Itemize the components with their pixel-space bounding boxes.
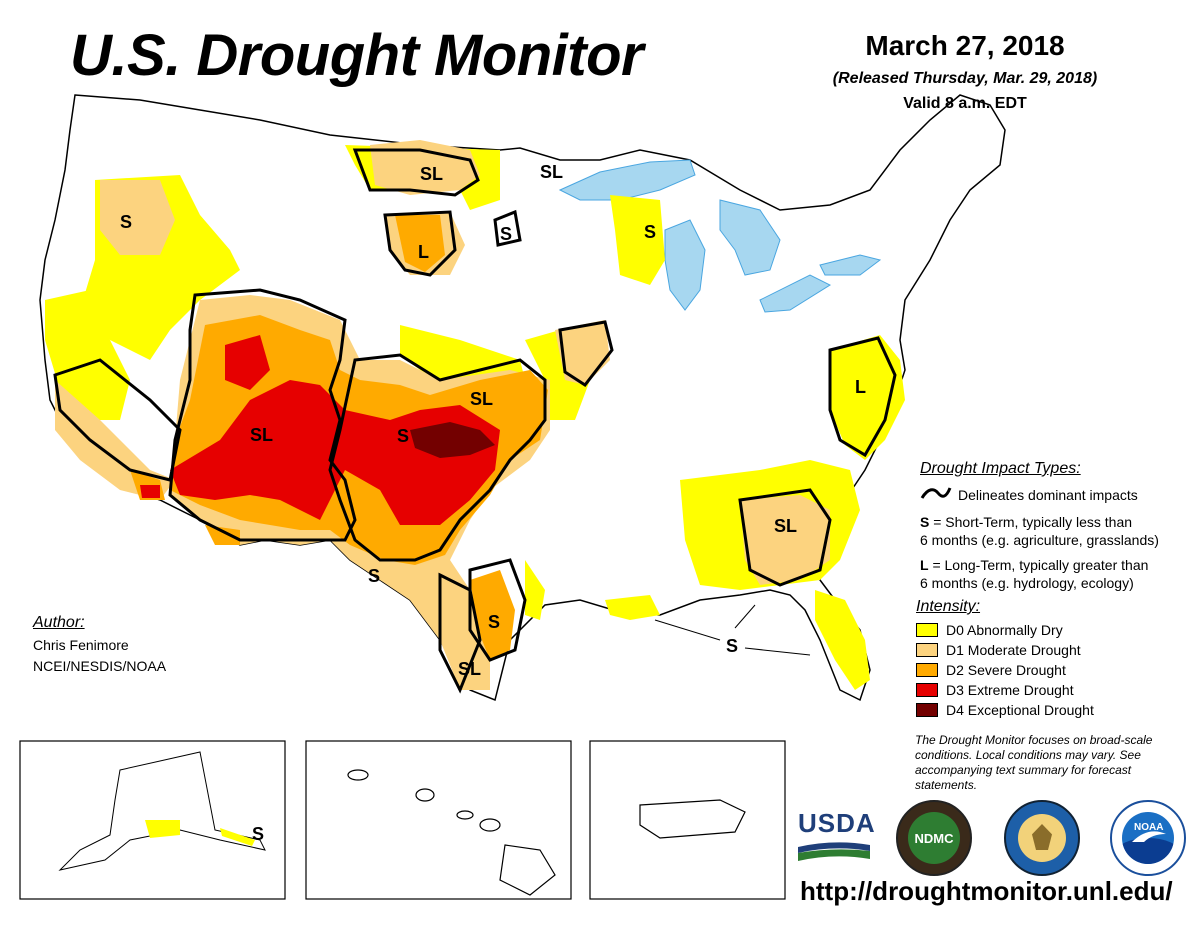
label-ks-sl: SL [470,389,493,409]
intensity-item-d1: D1 Moderate Drought [916,640,1094,660]
label-tx-s: S [368,566,380,586]
intensity-legend: D0 Abnormally Dry D1 Moderate Drought D2… [916,620,1094,720]
label-az-sl: SL [250,425,273,445]
swatch-d1 [916,643,938,657]
d4-areas [410,422,495,458]
label-ak-s: S [252,824,264,844]
noaa-bird-icon [1132,831,1166,842]
noaa-logo-text: NOAA [1134,822,1164,833]
long-term-entry: L = Long-Term, typically greater than 6 … [920,556,1148,592]
short-term-text: = Short-Term, typically less than [933,514,1133,530]
short-term-entry: S = Short-Term, typically less than 6 mo… [920,513,1159,549]
label-tx-sl: SL [458,659,481,679]
intensity-label-d3: D3 Extreme Drought [946,682,1074,698]
label-mn-s: S [500,224,512,244]
commerce-logo [1004,800,1080,876]
noaa-logo: NOAA [1110,800,1186,876]
valid-time: Valid 8 a.m. EDT [903,95,1027,112]
label-or-s: S [120,212,132,232]
author-org: NCEI/NESDIS/NOAA [33,658,167,674]
commerce-seal [1018,814,1066,862]
author-heading: Author: [33,614,85,631]
impact-types-heading: Drought Impact Types: [920,460,1081,477]
insets [19,740,786,900]
author-name: Chris Fenimore [33,637,129,653]
label-va-l: L [855,377,866,397]
usda-swoosh [798,842,870,861]
short-term-text2: 6 months (e.g. agriculture, grasslands) [920,532,1159,548]
hawaii-inset [305,740,572,900]
ndmc-logo-text: NDMC [914,830,954,846]
label-wi-s: S [644,222,656,242]
label-tx-s2: S [488,612,500,632]
short-term-key: S [920,514,930,530]
alaska-inset [19,740,286,900]
intensity-item-d0: D0 Abnormally Dry [916,620,1094,640]
label-mt-sl: SL [420,164,443,184]
swatch-d4 [916,703,938,717]
label-se-sl: SL [774,516,797,536]
map-labels: S SL SL L S S L SL SL S S S SL SL S S [120,162,866,844]
map-date: March 27, 2018 [865,30,1065,61]
impact-lines [53,148,897,694]
impact-line-sample [920,487,952,499]
intensity-label-d0: D0 Abnormally Dry [946,622,1063,638]
long-term-text2: 6 months (e.g. hydrology, ecology) [920,575,1134,591]
intensity-item-d3: D3 Extreme Drought [916,680,1094,700]
site-url[interactable]: http://droughtmonitor.unl.edu/ [800,876,1173,906]
intensity-label-d4: D4 Exceptional Drought [946,702,1094,718]
intensity-heading: Intensity: [916,598,981,615]
swatch-d0 [916,623,938,637]
great-lakes [558,159,882,313]
gulf-pointer [654,604,811,656]
long-term-key: L [920,557,929,573]
label-sd-l: L [418,242,429,262]
ndmc-logo: NDMC [896,800,972,876]
intensity-item-d2: D2 Severe Drought [916,660,1094,680]
intensity-label-d2: D2 Severe Drought [946,662,1066,678]
impact-delineates-text: Delineates dominant impacts [958,487,1138,503]
label-gulf-s: S [726,636,738,656]
intensity-item-d4: D4 Exceptional Drought [916,700,1094,720]
disclaimer-note: The Drought Monitor focuses on broad-sca… [915,733,1153,792]
label-mn-sl: SL [540,162,563,182]
label-ok-s: S [397,426,409,446]
swatch-d3 [916,683,938,697]
eagle-icon [1032,824,1052,850]
usda-logo-text: USDA [798,808,876,838]
usda-logo: USDA [798,808,876,863]
intensity-label-d1: D1 Moderate Drought [946,642,1081,658]
page-title: U.S. Drought Monitor [70,23,644,88]
swatch-d2 [916,663,938,677]
puerto-rico-inset [589,740,786,900]
long-term-text: = Long-Term, typically greater than [932,557,1149,573]
release-date: (Released Thursday, Mar. 29, 2018) [832,70,1098,87]
noaa-wave [1122,838,1174,864]
